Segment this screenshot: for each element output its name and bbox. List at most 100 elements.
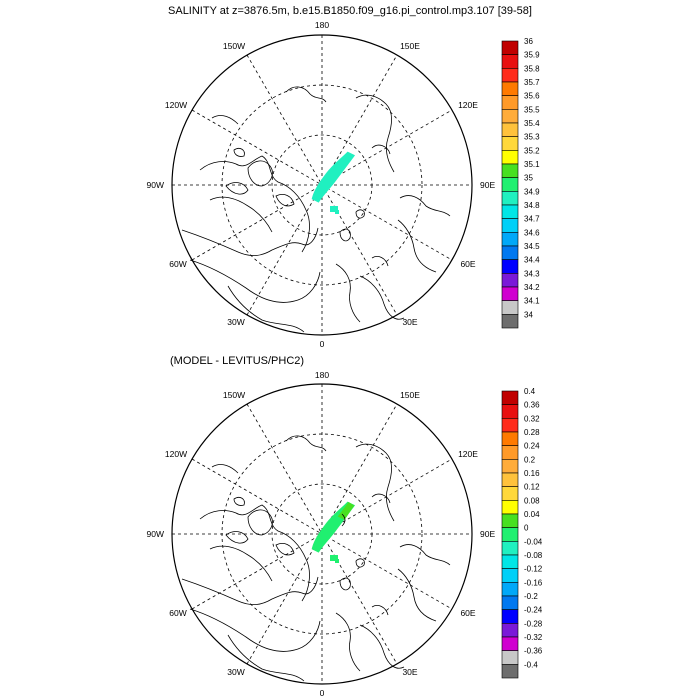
colorbar-swatch [501,650,519,665]
panel-salinity: SALINITY at z=3876.5m, b.e15.B1850.f09_g… [147,5,541,349]
lon-label-60w: 60W [169,259,186,269]
lon-label-150w: 150W [223,390,245,400]
colorbar-label: 34.6 [524,228,540,237]
colorbar-swatch [501,245,519,260]
lon-label-30w: 30W [227,317,244,327]
colorbar-swatch [501,232,519,247]
colorbar-label: -0.24 [524,606,543,615]
colorbar-label: 34.3 [524,269,540,278]
polar-map-1: 180 0 90W 90E 150W 150E 120W 120E 60W 60… [147,20,496,349]
colorbar-label: -0.04 [524,537,543,546]
lon-label-90e: 90E [480,180,495,190]
colorbar-label: 0.4 [524,387,536,396]
colorbar-label: 34 [524,310,533,319]
colorbar-label: 35.5 [524,105,540,114]
lon-label-30w: 30W [227,667,244,677]
colorbar-swatch [501,623,519,638]
polar-map-2: 180 0 90W 90E 150W 150E 120W 120E 60W 60… [147,370,496,698]
lon-label-150e: 150E [400,390,420,400]
colorbar-label: 0.28 [524,428,540,437]
colorbar-swatch [501,527,519,542]
lon-label-150w: 150W [223,41,245,51]
colorbar-swatch [501,472,519,487]
colorbar-label: -0.4 [524,660,538,669]
colorbar-swatch [501,568,519,583]
colorbar-swatch [501,664,519,679]
colorbar-label: 35.9 [524,51,540,60]
colorbar-swatch [501,636,519,651]
colorbar-label: 0.32 [524,414,540,423]
colorbar-label: 0.36 [524,401,540,410]
colorbar-label: 0.2 [524,455,536,464]
colorbar-label: 35.1 [524,160,540,169]
lon-label-0: 0 [320,339,325,349]
colorbar-swatch [501,54,519,69]
colorbar-swatch [501,513,519,528]
colorbar-swatch [501,486,519,501]
panel2-title: (MODEL - LEVITUS/PHC2) [170,355,304,367]
colorbar-label: 0.24 [524,442,540,451]
colorbar-label: -0.2 [524,592,538,601]
colorbar-swatch [501,300,519,315]
colorbar-label: 35.2 [524,146,540,155]
colorbar-label: 36 [524,37,533,46]
colorbar-swatch [501,68,519,83]
coastlines-1 [181,86,451,333]
colorbar-swatch [501,273,519,288]
lon-label-180: 180 [315,370,329,380]
colorbar-swatch [501,431,519,446]
colorbar-label: 34.5 [524,242,540,251]
colorbar-swatch [501,122,519,137]
colorbar-swatch [501,554,519,569]
colorbar-label: 34.8 [524,201,540,210]
lon-label-150e: 150E [400,41,420,51]
colorbar-swatch [501,150,519,165]
lon-label-120w: 120W [165,100,187,110]
colorbar-label: 34.9 [524,187,540,196]
colorbar-swatch [501,582,519,597]
colorbar-label: 34.7 [524,215,540,224]
lon-label-60e: 60E [460,259,475,269]
lon-label-30e: 30E [402,317,417,327]
colorbar-label: -0.12 [524,565,543,574]
colorbar-swatch [501,204,519,219]
lon-label-30e: 30E [402,667,417,677]
colorbar-label: 35.6 [524,92,540,101]
lon-label-90w: 90W [147,529,164,539]
colorbar-label: -0.28 [524,619,543,628]
colorbar-label: 34.1 [524,297,540,306]
colorbar-swatch [501,286,519,301]
panel1-title: SALINITY at z=3876.5m, b.e15.B1850.f09_g… [168,5,532,17]
lon-label-60e: 60E [460,608,475,618]
panel-difference: (MODEL - LEVITUS/PHC2) [147,355,543,698]
colorbar-swatch [501,163,519,178]
colorbar-swatch [501,177,519,192]
colorbar-label: 34.4 [524,256,540,265]
map-boundary-1 [171,34,473,336]
colorbar-label: -0.08 [524,551,543,560]
colorbar-swatch [501,40,519,55]
lon-label-90e: 90E [480,529,495,539]
colorbar-swatch [501,445,519,460]
colorbar-swatch [501,595,519,610]
colorbar-label: -0.16 [524,578,543,587]
colorbar-2: 0.4 0.36 0.32 0.28 0.24 0.2 0.16 0.12 0.08 0.04 0 -… [501,387,543,679]
colorbar-label: 0.04 [524,510,540,519]
colorbar-swatch [501,95,519,110]
colorbar-label: 0.12 [524,483,540,492]
coastlines-2 [181,435,451,682]
lon-label-180: 180 [315,20,329,30]
colorbar-swatch [501,404,519,419]
colorbar-swatch [501,191,519,206]
colorbar-1: 36 35.9 35.8 35.7 35.6 35.5 35.4 35.3 35.2 35.1 35… [501,37,540,329]
colorbar-label: 35.7 [524,78,540,87]
colorbar-swatch [501,609,519,624]
colorbar-label: 0.08 [524,496,540,505]
colorbar-label: 0 [524,524,529,533]
colorbar-swatch [501,500,519,515]
colorbar-label: 35.8 [524,64,540,73]
lon-label-0: 0 [320,688,325,698]
colorbar-swatch [501,81,519,96]
colorbar-swatch [501,136,519,151]
colorbar-label: 35 [524,174,533,183]
